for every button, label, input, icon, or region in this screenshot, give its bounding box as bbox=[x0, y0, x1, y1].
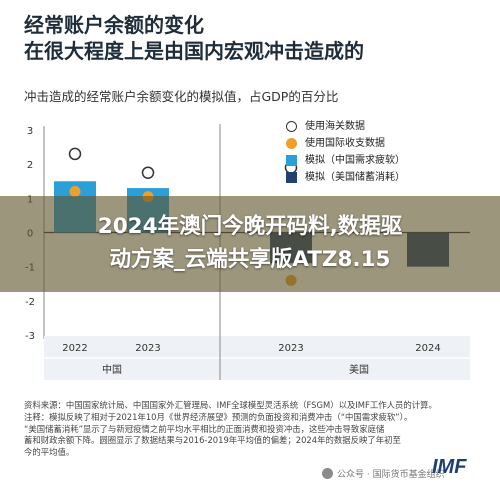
overlay-banner: 2024年澳门今晚开码料,数据驱 动方案_云端共享版ATZ8.15 bbox=[0, 196, 500, 292]
hollow-circle-icon bbox=[286, 121, 297, 132]
legend-item-china-sim: 模拟（中国需求疲软） bbox=[286, 152, 486, 169]
watermark-text: 公众号 · 国际货币基金组织 bbox=[337, 470, 445, 480]
notes-line-5: 今的平均值。 bbox=[24, 447, 75, 458]
legend-label-us-sim: 模拟（美国储蓄消耗） bbox=[305, 172, 405, 183]
title-line-2: 在很大程度上是由国内宏观冲击造成的 bbox=[24, 39, 364, 63]
legend-item-bop: 使用国际收支数据 bbox=[286, 135, 486, 152]
navy-square-icon bbox=[286, 172, 297, 183]
y-tick-label: 2 bbox=[27, 160, 33, 171]
imf-logo: IMF bbox=[432, 456, 467, 478]
customs-point bbox=[68, 147, 82, 161]
title-line-1: 经常账户余额的变化 bbox=[24, 13, 204, 37]
x-tick-label: 2023 bbox=[135, 343, 160, 354]
x-tick-label: 2023 bbox=[278, 343, 303, 354]
x-tick-label: 2024 bbox=[415, 343, 440, 354]
notes-source: 资料来源：中国国家统计局、中国国家外汇管理局、IMF全球模型灵活系统（FSGM）… bbox=[24, 400, 437, 410]
notes-line-3: “美国储蓄消耗”显示了与新冠疫情之前平均水平相比的正面消费和投资冲击，这些冲击导… bbox=[24, 423, 385, 434]
chart-subtitle: 冲击造成的经常账户余额变化的模拟值，占GDP的百分比 bbox=[24, 89, 339, 104]
group-label: 美国 bbox=[349, 363, 369, 376]
x-tick-label: 2022 bbox=[62, 343, 87, 354]
group-label: 中国 bbox=[102, 363, 122, 376]
banner-line-2: 动方案_云端共享版ATZ8.15 bbox=[109, 247, 391, 272]
wechat-watermark: 公众号 · 国际货币基金组织 bbox=[322, 467, 445, 480]
y-tick-label: -3 bbox=[25, 331, 35, 342]
chart-notes: 资料来源：中国国家统计局、中国国家外汇管理局、IMF全球模型灵活系统（FSGM）… bbox=[24, 400, 476, 459]
light-blue-square-icon bbox=[286, 155, 297, 166]
chart-title: 经常账户余额的变化 在很大程度上是由国内宏观冲击造成的 bbox=[24, 12, 464, 64]
customs-point bbox=[141, 166, 155, 179]
chart-legend: 使用海关数据 使用国际收支数据 模拟（中国需求疲软） 模拟（美国储蓄消耗） bbox=[286, 118, 486, 186]
y-tick-label: 3 bbox=[27, 126, 33, 137]
bop-point bbox=[69, 186, 81, 197]
orange-circle-icon bbox=[286, 138, 297, 149]
wechat-icon bbox=[322, 468, 333, 479]
legend-label-customs: 使用海关数据 bbox=[305, 121, 365, 132]
y-tick-label: -2 bbox=[25, 297, 35, 308]
legend-label-bop: 使用国际收支数据 bbox=[305, 138, 385, 149]
legend-item-customs: 使用海关数据 bbox=[286, 118, 486, 135]
notes-line-4: 蓄和财政余额下降。圆圈显示了数据结果与2016-2019年平均值的偏差；2024… bbox=[24, 435, 401, 446]
legend-item-us-sim: 模拟（美国储蓄消耗） bbox=[286, 169, 486, 186]
legend-label-china-sim: 模拟（中国需求疲软） bbox=[305, 155, 405, 166]
banner-line-1: 2024年澳门今晚开码料,数据驱 bbox=[97, 214, 403, 239]
notes-line-2: 注释：模拟反映了相对于2021年10月《世界经济展望》预测的负面投资和消费冲击（… bbox=[24, 411, 413, 422]
